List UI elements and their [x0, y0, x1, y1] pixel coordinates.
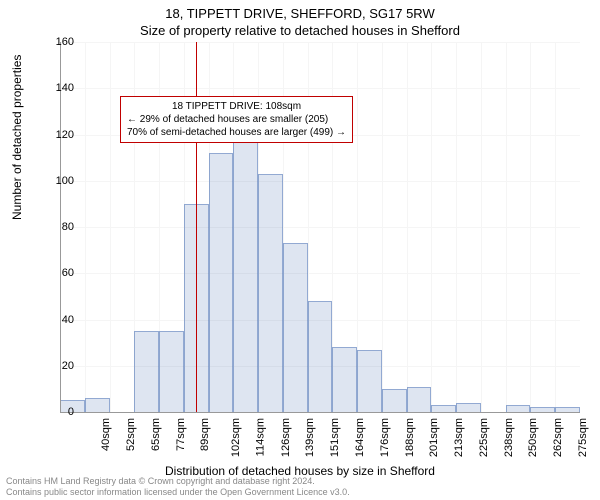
- histogram-bar: [209, 153, 234, 412]
- histogram-bar: [159, 331, 184, 412]
- y-tick-label: 100: [44, 175, 74, 187]
- grid-line: [506, 42, 507, 412]
- x-tick-label: 102sqm: [230, 418, 242, 457]
- x-tick-label: 164sqm: [354, 418, 366, 457]
- grid-line: [60, 42, 580, 43]
- info-box: 18 TIPPETT DRIVE: 108sqm← 29% of detache…: [120, 96, 353, 143]
- x-tick-label: 176sqm: [379, 418, 391, 457]
- y-tick-label: 140: [44, 82, 74, 94]
- grid-line: [110, 42, 111, 412]
- histogram-bar: [308, 301, 333, 412]
- grid-line: [555, 42, 556, 412]
- x-tick-label: 65sqm: [150, 418, 162, 451]
- y-tick-label: 120: [44, 129, 74, 141]
- info-box-line1: 18 TIPPETT DRIVE: 108sqm: [127, 100, 346, 113]
- footer-line1: Contains HM Land Registry data © Crown c…: [6, 476, 350, 487]
- y-tick-label: 20: [44, 360, 74, 372]
- y-tick-label: 80: [44, 221, 74, 233]
- plot-wrapper: 18 TIPPETT DRIVE: 108sqm← 29% of detache…: [60, 42, 580, 412]
- grid-line: [60, 227, 580, 228]
- x-tick-label: 151sqm: [329, 418, 341, 457]
- chart-container: 18, TIPPETT DRIVE, SHEFFORD, SG17 5RW Si…: [0, 0, 600, 500]
- x-tick-label: 225sqm: [478, 418, 490, 457]
- x-tick-label: 188sqm: [404, 418, 416, 457]
- x-tick-label: 139sqm: [305, 418, 317, 457]
- histogram-bar: [506, 405, 531, 412]
- y-tick-label: 160: [44, 36, 74, 48]
- grid-line: [85, 42, 86, 412]
- histogram-bar: [357, 350, 382, 412]
- histogram-bar: [456, 403, 481, 412]
- histogram-bar: [283, 243, 308, 412]
- histogram-bar: [332, 347, 357, 412]
- y-tick-label: 60: [44, 267, 74, 279]
- footer-line2: Contains public sector information licen…: [6, 487, 350, 498]
- x-tick-label: 126sqm: [280, 418, 292, 457]
- y-tick-label: 0: [44, 406, 74, 418]
- x-tick-label: 40sqm: [100, 418, 112, 451]
- histogram-bar: [407, 387, 432, 412]
- x-tick-label: 114sqm: [254, 418, 266, 456]
- chart-title-line2: Size of property relative to detached ho…: [0, 21, 600, 38]
- chart-title-line1: 18, TIPPETT DRIVE, SHEFFORD, SG17 5RW: [0, 0, 600, 21]
- x-tick-label: 77sqm: [175, 418, 187, 451]
- x-tick-label: 238sqm: [503, 418, 515, 457]
- x-tick-label: 250sqm: [527, 418, 539, 457]
- info-box-line3: 70% of semi-detached houses are larger (…: [127, 126, 346, 139]
- footer-text: Contains HM Land Registry data © Crown c…: [6, 476, 350, 498]
- histogram-bar: [431, 405, 456, 412]
- x-tick-label: 201sqm: [428, 418, 440, 457]
- grid-line: [382, 42, 383, 412]
- histogram-bar: [258, 174, 283, 412]
- grid-line: [407, 42, 408, 412]
- grid-line: [431, 42, 432, 412]
- x-tick-label: 275sqm: [577, 418, 589, 457]
- x-tick-label: 262sqm: [552, 418, 564, 457]
- histogram-bar: [85, 398, 110, 412]
- grid-line: [60, 273, 580, 274]
- x-tick-label: 89sqm: [199, 418, 211, 451]
- x-tick-label: 213sqm: [453, 418, 465, 457]
- histogram-bar: [382, 389, 407, 412]
- y-axis-title: Number of detached properties: [10, 55, 24, 220]
- grid-line: [481, 42, 482, 412]
- info-box-line2: ← 29% of detached houses are smaller (20…: [127, 113, 346, 126]
- grid-line: [530, 42, 531, 412]
- grid-line: [60, 88, 580, 89]
- histogram-bar: [233, 139, 258, 412]
- histogram-bar: [134, 331, 159, 412]
- x-tick-label: 52sqm: [125, 418, 137, 451]
- grid-line: [456, 42, 457, 412]
- y-tick-label: 40: [44, 314, 74, 326]
- x-axis-line: [60, 412, 580, 413]
- grid-line: [60, 181, 580, 182]
